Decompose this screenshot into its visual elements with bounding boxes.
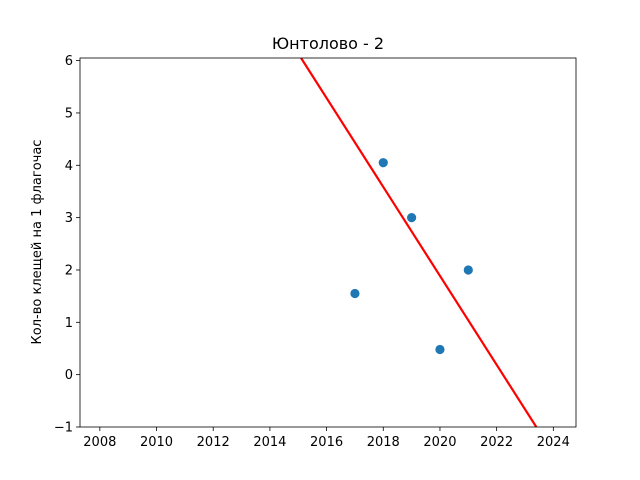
- data-point: [435, 344, 445, 355]
- plot-frame: [79, 57, 577, 428]
- y-tick-label: 6: [65, 54, 73, 69]
- y-tick-label: 1: [65, 316, 73, 331]
- x-tick-label: 2014: [253, 435, 286, 450]
- data-point: [463, 265, 473, 275]
- plot-area: 2008 2010 2012 2014 2016 2018 2020 2022 2024 −1 0 1…: [54, 54, 577, 450]
- chart-title: Юнтолово - 2: [272, 34, 384, 53]
- data-point: [378, 158, 388, 168]
- y-tick-label: 2: [65, 263, 73, 278]
- x-tick-label: 2022: [480, 435, 513, 450]
- x-tick-label: 2016: [310, 435, 343, 450]
- y-tick-label: 0: [65, 368, 73, 383]
- x-tick-label: 2010: [140, 435, 173, 450]
- trend-line: [300, 58, 538, 427]
- y-tick-label: −1: [54, 421, 73, 436]
- data-point: [407, 213, 417, 223]
- x-tick-label: 2020: [423, 435, 456, 450]
- y-axis-label: Кол-во клещей на 1 флагочас: [30, 140, 45, 345]
- y-tick-label: 4: [65, 159, 73, 174]
- x-tick-label: 2024: [537, 435, 570, 450]
- x-tick-label: 2018: [367, 435, 400, 450]
- y-tick-label: 5: [65, 106, 73, 121]
- x-tick-label: 2008: [83, 435, 116, 450]
- y-tick-label: 3: [65, 211, 73, 226]
- x-tick-label: 2012: [197, 435, 230, 450]
- data-point: [350, 288, 360, 299]
